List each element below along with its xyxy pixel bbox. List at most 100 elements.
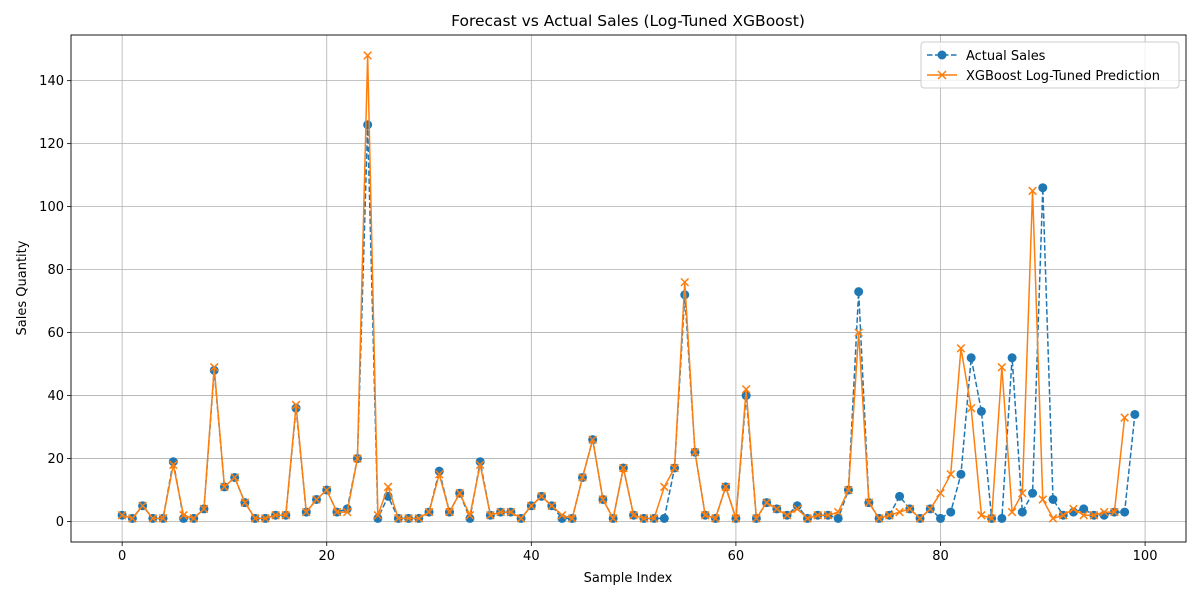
prediction-point — [1079, 510, 1089, 520]
prediction-point — [373, 510, 383, 520]
prediction-point — [1069, 504, 1078, 514]
prediction-point — [670, 463, 679, 473]
y-tick-label: 0 — [56, 515, 64, 530]
prediction-point — [148, 514, 158, 523]
series-layer — [117, 51, 1140, 523]
actual-sales-point — [1130, 409, 1140, 419]
actual-sales-point — [966, 353, 976, 363]
prediction-point — [772, 504, 782, 514]
prediction-point — [578, 473, 587, 482]
actual-sales-point — [792, 501, 802, 511]
prediction-point — [342, 507, 352, 517]
x-tick-label: 60 — [728, 549, 745, 564]
prediction-point — [394, 514, 403, 523]
y-tick-label: 120 — [39, 137, 64, 152]
prediction-point — [639, 514, 649, 523]
prediction-point — [854, 328, 863, 337]
actual-sales-point — [1038, 183, 1048, 193]
actual-sales-point — [997, 513, 1007, 523]
prediction-point — [261, 514, 270, 523]
y-tick-label: 140 — [39, 74, 64, 89]
prediction-point — [844, 485, 853, 495]
prediction-point — [547, 501, 557, 511]
prediction-point — [987, 514, 996, 523]
actual-sales-point — [1120, 507, 1130, 517]
y-axis-label: Sales Quantity — [15, 240, 30, 335]
prediction-point — [281, 510, 291, 520]
prediction-point — [792, 504, 802, 514]
actual-sales-point — [1028, 488, 1038, 498]
prediction-point — [465, 510, 475, 520]
prediction-point — [782, 510, 792, 520]
actual-sales-point — [895, 491, 905, 501]
prediction-point — [997, 362, 1007, 372]
prediction-point — [128, 514, 137, 523]
prediction-point — [312, 495, 321, 504]
prediction-point — [1048, 514, 1058, 523]
prediction-point — [588, 435, 598, 444]
legend-box — [920, 41, 1180, 89]
prediction-point — [168, 460, 178, 470]
prediction-point — [762, 498, 771, 507]
y-tick-label: 20 — [47, 452, 64, 467]
prediction-point — [557, 510, 567, 520]
prediction-point — [301, 507, 311, 517]
prediction-point — [946, 469, 956, 479]
x-tick-label: 40 — [523, 549, 540, 564]
prediction-point — [874, 514, 884, 523]
prediction-point — [567, 514, 577, 523]
prediction-point — [1058, 510, 1068, 520]
legend-label-prediction: XGBoost Log-Tuned Prediction — [966, 69, 1160, 84]
prediction-point — [383, 482, 393, 492]
prediction-point — [158, 514, 168, 523]
legend-label-actual-sales: Actual Sales — [966, 49, 1046, 64]
legend-marker-actual-sales — [937, 50, 947, 60]
prediction-point — [956, 344, 966, 353]
prediction-point — [414, 514, 424, 523]
prediction-point — [813, 510, 823, 520]
prediction-point — [434, 469, 444, 479]
prediction-point — [1120, 413, 1129, 422]
prediction-point — [271, 510, 280, 520]
axis-ticks: 0 20 40 60 80 100 0 20 40 60 80 100 120 140 — [39, 74, 1157, 564]
prediction-point — [189, 514, 199, 523]
prediction-point — [537, 492, 546, 501]
prediction-point — [721, 482, 731, 492]
actual-sales-point — [168, 457, 178, 467]
prediction-point — [864, 498, 874, 507]
actual-sales-point — [946, 507, 956, 517]
prediction-point — [977, 510, 986, 520]
prediction-point — [199, 504, 209, 514]
prediction-point — [598, 495, 608, 504]
y-tick-label: 40 — [47, 389, 64, 404]
prediction-point — [966, 403, 976, 413]
actual-sales-point — [1048, 494, 1058, 504]
prediction-point — [209, 362, 219, 372]
prediction-point — [353, 454, 362, 463]
actual-sales-point — [1079, 504, 1089, 514]
prediction-point — [680, 277, 690, 287]
x-tick-label: 100 — [1133, 549, 1158, 564]
prediction-point — [117, 510, 127, 520]
prediction-point — [905, 504, 915, 514]
actual-sales-point — [475, 457, 485, 467]
prediction-series — [117, 51, 1129, 523]
legend-marker-prediction — [937, 70, 947, 80]
prediction-point — [138, 501, 147, 511]
prediction-point — [823, 510, 833, 520]
prediction-point — [1028, 186, 1037, 196]
prediction-point — [731, 514, 741, 523]
prediction-point — [885, 510, 894, 520]
prediction-point — [752, 514, 761, 523]
actual-sales-point — [833, 513, 843, 523]
y-tick-label: 80 — [47, 263, 64, 278]
prediction-point — [322, 485, 332, 495]
actual-sales-point — [434, 466, 444, 476]
prediction-point — [608, 514, 618, 523]
prediction-point — [936, 488, 945, 498]
actual-sales-point — [373, 513, 383, 523]
prediction-point — [506, 507, 516, 517]
prediction-point — [925, 504, 935, 514]
y-tick-label: 60 — [47, 326, 64, 341]
x-tick-label: 20 — [318, 549, 335, 564]
